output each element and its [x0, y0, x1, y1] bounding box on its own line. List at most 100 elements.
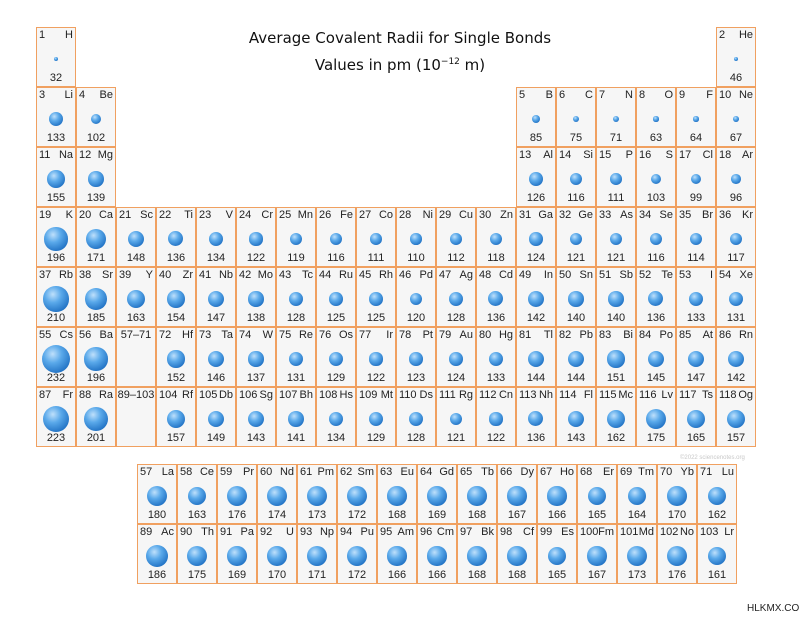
element-symbol: Ce: [199, 466, 214, 478]
radius-sphere-icon: [733, 116, 739, 122]
radius-sphere-icon: [126, 289, 146, 309]
covalent-radius-value: 148: [126, 252, 146, 264]
radius-sphere-icon: [85, 288, 107, 310]
radius-sphere-icon: [427, 486, 447, 506]
covalent-radius-value: 167: [507, 509, 527, 521]
element-cell-tb: 65 Tb 168: [457, 464, 497, 524]
radius-sphere-icon: [387, 486, 407, 506]
element-symbol: Og: [738, 389, 753, 401]
covalent-radius-value: 185: [86, 312, 106, 324]
element-cell-sg: 106 Sg 143: [236, 387, 276, 447]
atomic-number: 11: [39, 149, 51, 161]
atomic-number: 79: [439, 329, 452, 341]
covalent-radius-value: 161: [707, 569, 727, 581]
element-cell-yb: 70 Yb 170: [657, 464, 697, 524]
element-symbol: Pr: [243, 466, 254, 478]
element-symbol: Nd: [279, 466, 294, 478]
element-cell-th: 90 Th 175: [177, 524, 217, 584]
covalent-radius-value: 146: [206, 372, 226, 384]
element-symbol: Ti: [184, 209, 193, 221]
element-symbol: Nh: [538, 389, 553, 401]
covalent-radius-value: 102: [86, 132, 106, 144]
radius-sphere-icon: [587, 546, 607, 566]
element-symbol: Sb: [619, 269, 633, 281]
covalent-radius-value: 134: [206, 252, 226, 264]
element-cell-in: 49 In 142: [516, 267, 556, 327]
element-cell-f: 9 F 64: [676, 87, 716, 147]
atomic-number: 65: [460, 466, 473, 478]
radius-sphere-icon: [288, 351, 304, 367]
element-cell-w: 74 W 137: [236, 327, 276, 387]
atomic-number: 15: [599, 149, 612, 161]
covalent-radius-value: 128: [406, 432, 426, 444]
element-symbol: Pb: [579, 329, 593, 341]
atomic-number: 52: [639, 269, 652, 281]
covalent-radius-value: 133: [46, 132, 66, 144]
atomic-number: 99: [540, 526, 553, 538]
subtitle-exponent: −12: [440, 57, 460, 67]
element-symbol: Fr: [62, 389, 73, 401]
covalent-radius-value: 175: [646, 432, 666, 444]
covalent-radius-value: 116: [327, 252, 345, 264]
atomic-number: 18: [719, 149, 732, 161]
covalent-radius-value: 173: [307, 509, 327, 521]
atomic-number: 61: [300, 466, 313, 478]
covalent-radius-value: 103: [646, 192, 666, 204]
covalent-radius-value: 166: [427, 569, 447, 581]
atomic-number: 62: [340, 466, 353, 478]
radius-sphere-icon: [568, 411, 584, 427]
element-cell-md: 101 Md 173: [617, 524, 657, 584]
atomic-number: 78: [399, 329, 412, 341]
covalent-radius-value: 165: [587, 509, 607, 521]
element-symbol: Li: [64, 89, 73, 101]
radius-sphere-icon: [248, 291, 264, 307]
element-symbol: Sn: [579, 269, 593, 281]
radius-sphere-icon: [608, 291, 624, 307]
subtitle-prefix: Values in pm (10: [314, 56, 441, 74]
radius-sphere-icon: [567, 350, 585, 368]
atomic-number: 64: [420, 466, 433, 478]
element-symbol: Cd: [498, 269, 513, 281]
radius-sphere-icon: [467, 486, 487, 506]
element-cell-as: 33 As 121: [596, 207, 636, 267]
atomic-number: 108: [319, 389, 338, 401]
element-symbol: O: [664, 89, 673, 101]
radius-sphere-icon: [207, 290, 225, 308]
element-cell-rg: 111 Rg 121: [436, 387, 476, 447]
atomic-number: 50: [559, 269, 572, 281]
element-cell-rn: 86 Rn 142: [716, 327, 756, 387]
radius-sphere-icon: [686, 409, 706, 429]
element-cell-ce: 58 Ce 163: [177, 464, 217, 524]
radius-sphere-icon: [690, 173, 701, 184]
radius-sphere-icon: [507, 546, 527, 566]
radius-sphere-icon: [329, 292, 343, 306]
atomic-number: 77: [359, 329, 372, 341]
atomic-number: 45: [359, 269, 372, 281]
radius-sphere-icon: [410, 233, 422, 245]
element-cell-kr: 36 Kr 117: [716, 207, 756, 267]
atomic-number: 110: [399, 389, 417, 401]
element-symbol: S: [665, 149, 673, 161]
element-symbol: Pa: [240, 526, 254, 538]
radius-sphere-icon: [488, 291, 504, 307]
element-cell-v: 23 V 134: [196, 207, 236, 267]
element-cell-mn: 25 Mn 119: [276, 207, 316, 267]
radius-sphere-icon: [84, 407, 108, 431]
covalent-radius-value: 136: [166, 252, 186, 264]
element-cell-ac: 89 Ac 186: [137, 524, 177, 584]
radius-sphere-icon: [409, 292, 423, 306]
radius-sphere-icon: [528, 411, 544, 427]
element-cell-sb: 51 Sb 140: [596, 267, 636, 327]
atomic-number: 80: [479, 329, 492, 341]
atomic-number: 116: [639, 389, 657, 401]
element-symbol: Te: [661, 269, 673, 281]
atomic-number: 27: [359, 209, 372, 221]
covalent-radius-value: 128: [286, 312, 306, 324]
element-cell-i: 53 I 133: [676, 267, 716, 327]
atomic-number: 31: [519, 209, 532, 221]
covalent-radius-value: 147: [686, 372, 706, 384]
radius-sphere-icon: [529, 172, 543, 186]
covalent-radius-value: 129: [326, 372, 346, 384]
copyright-note: ©2022 sciencenotes.org: [680, 455, 745, 461]
element-symbol: W: [262, 329, 273, 341]
